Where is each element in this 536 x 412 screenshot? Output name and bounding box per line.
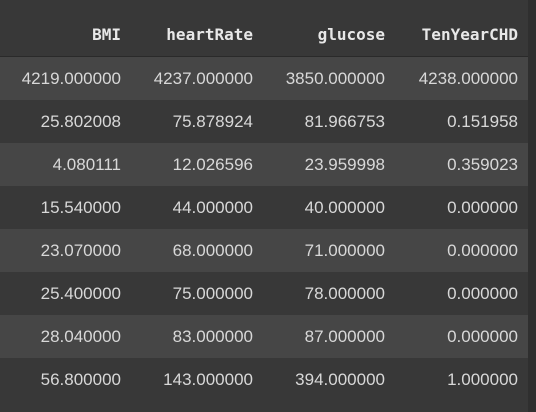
table-row: 56.800000 143.000000 394.000000 1.000000 <box>0 358 528 401</box>
table-cell: 4238.000000 <box>395 56 528 100</box>
table-row: 15.540000 44.000000 40.000000 0.000000 <box>0 186 528 229</box>
column-header-tenyearchd: TenYearCHD <box>395 12 528 57</box>
table-cell: 23.070000 <box>0 229 131 272</box>
table-cell: 83.000000 <box>131 315 263 358</box>
table-cell: 0.000000 <box>395 272 528 315</box>
table-cell: 87.000000 <box>263 315 395 358</box>
table-cell: 71.000000 <box>263 229 395 272</box>
table-row: 23.070000 68.000000 71.000000 0.000000 <box>0 229 528 272</box>
table-cell: 4.080111 <box>0 143 131 186</box>
table-cell: 1.000000 <box>395 358 528 401</box>
table-row: 4.080111 12.026596 23.959998 0.359023 <box>0 143 528 186</box>
table-cell: 0.000000 <box>395 229 528 272</box>
table-cell: 394.000000 <box>263 358 395 401</box>
table-cell: 0.359023 <box>395 143 528 186</box>
column-header-bmi: BMI <box>0 12 131 57</box>
table-cell: 3850.000000 <box>263 56 395 100</box>
table-row: 28.040000 83.000000 87.000000 0.000000 <box>0 315 528 358</box>
table-row: 25.400000 75.000000 78.000000 0.000000 <box>0 272 528 315</box>
table-cell: 81.966753 <box>263 100 395 143</box>
table-cell: 40.000000 <box>263 186 395 229</box>
table-cell: 143.000000 <box>131 358 263 401</box>
table-cell: 15.540000 <box>0 186 131 229</box>
table-row: 4219.000000 4237.000000 3850.000000 4238… <box>0 56 528 100</box>
table-cell: 23.959998 <box>263 143 395 186</box>
table-cell: 68.000000 <box>131 229 263 272</box>
table-cell: 4219.000000 <box>0 56 131 100</box>
table-cell: 75.000000 <box>131 272 263 315</box>
table-cell: 56.800000 <box>0 358 131 401</box>
table-cell: 75.878924 <box>131 100 263 143</box>
table-cell: 0.000000 <box>395 186 528 229</box>
table-cell: 78.000000 <box>263 272 395 315</box>
table-cell: 25.802008 <box>0 100 131 143</box>
table-cell: 4237.000000 <box>131 56 263 100</box>
table-cell: 25.400000 <box>0 272 131 315</box>
table-cell: 44.000000 <box>131 186 263 229</box>
table-cell: 0.000000 <box>395 315 528 358</box>
table-cell: 12.026596 <box>131 143 263 186</box>
table-row: 25.802008 75.878924 81.966753 0.151958 <box>0 100 528 143</box>
table-cell: 28.040000 <box>0 315 131 358</box>
table-cell: 0.151958 <box>395 100 528 143</box>
column-header-glucose: glucose <box>263 12 395 57</box>
describe-table: BMI heartRate glucose TenYearCHD 4219.00… <box>0 12 528 401</box>
column-header-heartrate: heartRate <box>131 12 263 57</box>
output-scrollbar[interactable] <box>528 0 536 412</box>
header-row: BMI heartRate glucose TenYearCHD <box>0 12 528 57</box>
